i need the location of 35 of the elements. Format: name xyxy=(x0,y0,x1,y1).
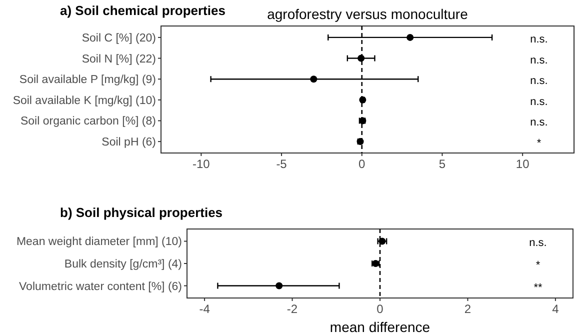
annotation: n.s. xyxy=(529,237,547,250)
annotation: * xyxy=(536,260,541,272)
x-tick-label: 2 xyxy=(464,302,472,316)
point xyxy=(358,54,365,62)
x-tick-label: 5 xyxy=(438,157,446,171)
annotation: n.s. xyxy=(530,54,548,66)
x-tick-label: 10 xyxy=(516,157,530,171)
y-tick-label: Soil organic carbon [%] (8) xyxy=(20,116,156,128)
chart-subtitle: agroforestry versus monoculture xyxy=(267,6,468,22)
annotation: * xyxy=(536,138,542,150)
x-tick-label: 0 xyxy=(376,302,384,316)
x-tick-label: -2 xyxy=(286,302,298,316)
annotation: n.s. xyxy=(530,75,548,88)
x-tick-label: -4 xyxy=(199,302,210,316)
x-tick-label: -10 xyxy=(192,157,210,171)
annotation: n.s. xyxy=(530,96,548,108)
annotation: ** xyxy=(534,282,543,294)
x-axis-title: mean difference xyxy=(330,319,430,335)
chart-title: a) Soil chemical properties xyxy=(60,3,226,18)
x-tick-label: 4 xyxy=(552,302,560,316)
point xyxy=(310,76,318,83)
y-tick-label: Bulk density [g/cm³] (4) xyxy=(64,258,182,270)
y-tick-label: Soil available K [mg/kg] (10) xyxy=(12,94,156,107)
y-tick-label: Soil available P [mg/kg] (9) xyxy=(19,74,156,86)
x-tick-label: -5 xyxy=(276,157,288,171)
y-tick-label: Soil pH (6) xyxy=(102,136,156,149)
x-tick-label: 0 xyxy=(358,157,366,171)
annotation: n.s. xyxy=(530,33,548,46)
point xyxy=(406,34,414,41)
y-tick-label: Volumetric water content [%] (6) xyxy=(19,280,182,293)
y-tick-label: Mean weight diameter [mm] (10) xyxy=(16,236,182,248)
chart-title: b) Soil physical properties xyxy=(60,205,223,220)
y-tick-label: Soil N [%] (22) xyxy=(82,53,156,66)
y-tick-label: Soil C [%] (20) xyxy=(82,32,156,44)
annotation: n.s. xyxy=(530,116,548,129)
